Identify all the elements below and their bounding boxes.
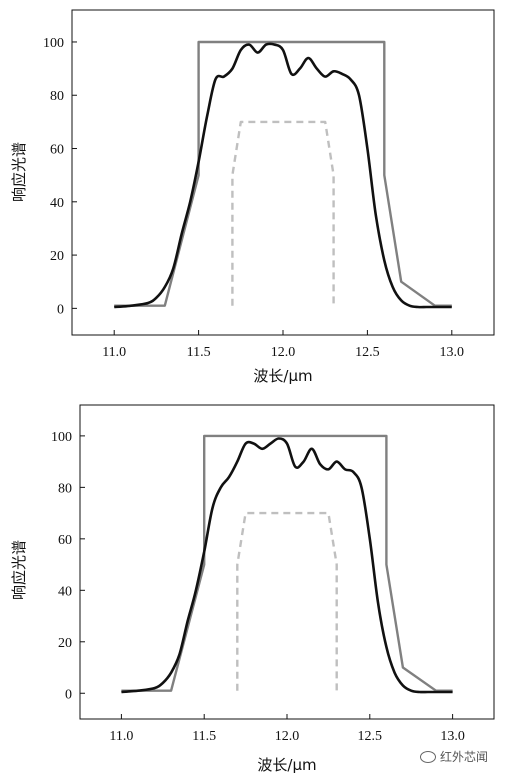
x-tick-label: 12.5 xyxy=(355,345,380,360)
y-tick-label: 20 xyxy=(50,249,64,264)
series-line-black-smooth xyxy=(121,437,453,694)
x-tick-label: 12.5 xyxy=(358,729,383,744)
series-line-black-smooth xyxy=(114,42,452,309)
x-tick-label: 12.0 xyxy=(275,729,300,744)
y-tick-label: 80 xyxy=(58,481,72,496)
x-tick-label: 13.0 xyxy=(440,345,465,360)
plot-frame xyxy=(71,9,495,336)
x-tick-label: 11.0 xyxy=(102,345,126,360)
x-tick-label: 13.0 xyxy=(440,729,465,744)
chart-bottom: 11.0 11.5 12.0 12.5 13.0 0 20 40 60 80 100 波长/μm 响… xyxy=(10,404,495,774)
y-tick-label: 20 xyxy=(58,636,72,651)
series-line-gray-dashed xyxy=(231,120,335,306)
x-tick-label: 12.0 xyxy=(271,345,296,360)
y-tick-label: 100 xyxy=(51,430,72,445)
chart-top: 11.0 11.5 12.0 12.5 13.0 0 20 40 60 80 100 波长/μm 响… xyxy=(10,9,495,385)
plot-frame xyxy=(79,404,495,720)
watermark: 红外芯闻 xyxy=(420,748,488,765)
y-tick-label: 0 xyxy=(57,302,64,317)
x-axis-label: 波长/μm xyxy=(253,367,312,385)
y-axis-label: 响应光谱 xyxy=(10,540,28,600)
y-tick-label: 0 xyxy=(65,687,72,702)
wechat-icon xyxy=(420,750,436,763)
y-axis-label: 响应光谱 xyxy=(10,142,28,202)
x-tick-label: 11.0 xyxy=(109,729,133,744)
y-tick-label: 60 xyxy=(50,143,64,158)
y-tick-label: 40 xyxy=(50,196,64,211)
series-line-gray-solid xyxy=(114,40,452,307)
x-tick-label: 11.5 xyxy=(192,729,216,744)
watermark-text: 红外芯闻 xyxy=(440,750,489,764)
y-tick-label: 100 xyxy=(43,36,64,51)
y-tick-label: 40 xyxy=(58,584,72,599)
y-tick-label: 80 xyxy=(50,89,64,104)
x-tick-label: 11.5 xyxy=(187,345,211,360)
series-line-gray-dashed xyxy=(236,511,338,691)
x-axis-label: 波长/μm xyxy=(257,756,316,774)
y-tick-label: 60 xyxy=(58,533,72,548)
series-line-gray-solid xyxy=(121,434,453,692)
